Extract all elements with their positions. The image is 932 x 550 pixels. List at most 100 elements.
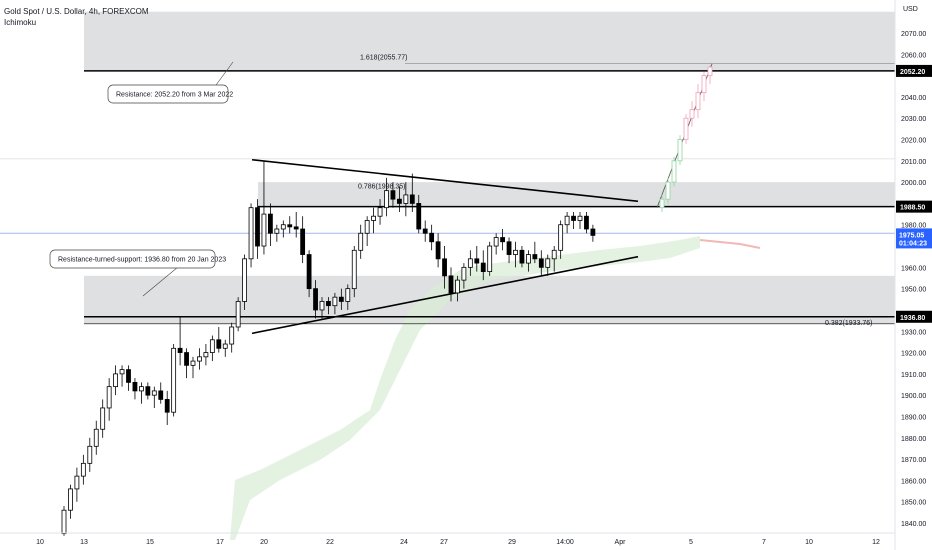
candle-body	[190, 360, 196, 366]
x-tick-label: 27	[440, 539, 448, 546]
candle-body	[319, 301, 325, 311]
candle-body	[584, 215, 589, 230]
candle-body	[300, 228, 306, 255]
candle-body	[184, 352, 189, 366]
candle-body	[558, 224, 564, 251]
candle-body	[487, 245, 493, 273]
candle-body	[119, 369, 125, 375]
candle-body	[74, 475, 80, 490]
candle-body	[248, 207, 254, 260]
projection-candle	[665, 181, 671, 200]
candle-body	[332, 296, 338, 307]
y-tick-label: 1900.00	[901, 393, 926, 400]
x-tick-label: 14:00	[556, 539, 574, 546]
fib-382-label: 0.382(1933.76)	[825, 320, 872, 327]
support-tag-bg	[896, 310, 932, 323]
candle-body	[345, 288, 351, 302]
candle-body	[138, 386, 144, 392]
resistance-tag: 2052.20	[900, 69, 925, 76]
currency-label: USD	[903, 6, 918, 13]
y-tick-label: 1880.00	[901, 436, 926, 443]
candle-body	[526, 254, 531, 264]
zone-0	[84, 11, 895, 71]
candle-body	[416, 203, 422, 230]
candle-body	[500, 237, 506, 243]
candle-body	[532, 254, 538, 260]
y-tick-label: 2010.00	[901, 159, 926, 166]
candle-body	[100, 407, 106, 430]
y-tick-label: 1840.00	[901, 521, 926, 528]
candle-body	[222, 343, 228, 349]
candle-body	[287, 224, 293, 228]
y-tick-label: 2060.00	[901, 52, 926, 59]
y-tick-label: 1920.00	[901, 351, 926, 358]
candle-body	[429, 232, 435, 243]
candle-body	[493, 237, 499, 247]
x-tick-label: 5	[689, 539, 693, 546]
y-tick-label: 1870.00	[901, 457, 926, 464]
zone-2	[84, 275, 895, 324]
x-tick-label: 20	[260, 539, 268, 546]
candle-body	[564, 215, 570, 226]
projection-candle	[671, 160, 677, 183]
candle-body	[255, 207, 260, 247]
candle-body	[306, 254, 312, 290]
support-callout-box	[49, 249, 216, 269]
candle-body	[538, 258, 544, 268]
candle-body	[229, 326, 235, 345]
candle-body	[422, 228, 428, 234]
candle-body	[480, 262, 486, 273]
projection-candle	[701, 75, 707, 94]
candle-body	[106, 386, 112, 409]
candle-body	[126, 369, 131, 383]
x-tick-label: 10	[805, 539, 813, 546]
fib-786-label: 0.786(1998.35)	[358, 184, 405, 191]
candle-body	[177, 347, 183, 353]
candle-body	[519, 249, 525, 264]
candle-body	[474, 258, 480, 264]
y-tick-label: 1910.00	[901, 372, 926, 379]
candle-body	[403, 194, 409, 204]
projection-candle	[677, 139, 683, 162]
candle-body	[80, 462, 86, 477]
candle-body	[145, 386, 151, 396]
candle-body	[151, 390, 157, 396]
candle-body	[93, 428, 99, 447]
current-price-tag: 1975.05	[899, 232, 924, 239]
lower-trendline	[251, 255, 639, 335]
ichimoku-cloud-red	[699, 239, 761, 249]
projection-candle	[707, 66, 713, 77]
mid-resistance-tag-bg	[896, 200, 932, 213]
candle-body	[338, 296, 344, 302]
candle-body	[113, 373, 118, 388]
y-tick-label: 2030.00	[901, 116, 926, 123]
candle-body	[274, 228, 280, 234]
y-tick-label: 1890.00	[901, 414, 926, 421]
resistance-callout-box	[107, 84, 229, 104]
fib-ext-label: 1.618(2055.77)	[360, 54, 407, 61]
y-tick-label: 1980.00	[901, 223, 926, 230]
candle-body	[377, 207, 383, 217]
y-tick-label: 1860.00	[901, 478, 926, 485]
candle-body	[61, 509, 67, 535]
candle-body	[409, 194, 415, 204]
projection-candle	[689, 109, 695, 119]
candle-body	[448, 275, 454, 294]
y-tick-label: 1930.00	[901, 329, 926, 336]
candle-body	[455, 279, 460, 294]
x-tick-label: 29	[508, 539, 516, 546]
candle-body	[577, 215, 583, 221]
x-tick-label: 24	[400, 539, 408, 546]
candle-body	[197, 356, 202, 362]
y-tick-label: 2040.00	[901, 95, 926, 102]
x-tick-label: 13	[80, 539, 88, 546]
candle-body	[590, 228, 596, 236]
candle-body	[164, 399, 170, 413]
y-tick-label: 1850.00	[901, 500, 926, 507]
candle-body	[209, 339, 215, 353]
x-tick-label: 15	[146, 539, 154, 546]
candle-body	[435, 241, 441, 260]
candle-body	[68, 488, 73, 511]
indicator-label[interactable]: Ichimoku	[4, 18, 37, 27]
